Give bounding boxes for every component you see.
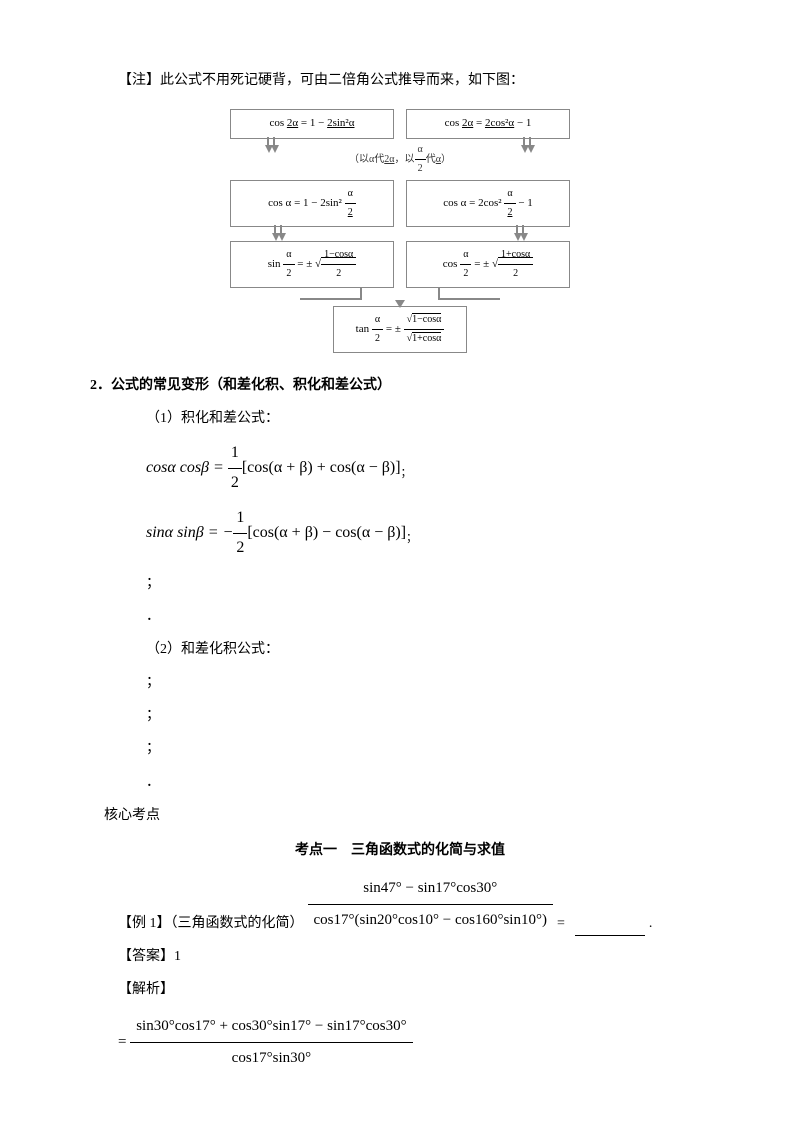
example-fraction: sin47° − sin17°cos30° cos17°(sin20°cos10… [308,873,553,936]
core-exam-title: 核心考点 [90,803,710,828]
punct-1: ； [90,571,710,596]
example-label: 【例 1】（三角函数式的化简） [118,911,304,936]
diagram-hint: （以α代2α，以α2代α） [349,141,451,178]
derivation-diagram: cos 2α = 1 − 2sin²α cos 2α = 2cos²α − 1 … [90,109,710,353]
analysis-step: = sin30°cos17° + cos30°sin17° − sin17°co… [90,1011,710,1074]
answer-label: 【答案】1 [90,944,710,969]
punct-3: ； [90,670,710,695]
subsection-2-title: （2）和差化积公式： [90,637,710,662]
diagram-box-r2l: cos α = 1 − 2sin² α2 [230,180,394,227]
subsection-1-title: （1）积化和差公式： [90,406,710,431]
equals-sign: = [557,911,565,936]
note-text: 【注】此公式不用死记硬背，可由二倍角公式推导而来，如下图： [90,68,710,93]
example-1: 【例 1】（三角函数式的化简） sin47° − sin17°cos30° co… [90,873,710,936]
answer-blank [575,935,645,936]
diagram-box-r3r: cos α2 = ± √1+cosα2 [406,241,570,288]
analysis-label: 【解析】 [90,977,710,1002]
diagram-box-r2r: cos α = 2cos² α2 − 1 [406,180,570,227]
formula-coscos: cosα cosβ = 12[cos(α + β) + cos(α − β)]； [90,439,710,498]
exam-topic-title: 考点一 三角函数式的化简与求值 [90,838,710,863]
diagram-box-r3l: sin α2 = ± √1−cosα2 [230,241,394,288]
diagram-box-r1l: cos 2α = 1 − 2sin²α [230,109,394,139]
formula-sinsin: sinα sinβ = −12[cos(α + β) − cos(α − β)]… [90,504,710,563]
punct-5: ； [90,736,710,761]
punct-2: ． [90,604,710,629]
diagram-box-r1r: cos 2α = 2cos²α − 1 [406,109,570,139]
example-tail: . [649,911,653,936]
punct-4: ； [90,703,710,728]
section-2-title: 2．公式的常见变形（和差化积、积化和差公式） [90,373,710,398]
diagram-box-r4: tan α2 = ± √1−cosα√1+cosα [333,306,467,353]
punct-6: ． [90,770,710,795]
